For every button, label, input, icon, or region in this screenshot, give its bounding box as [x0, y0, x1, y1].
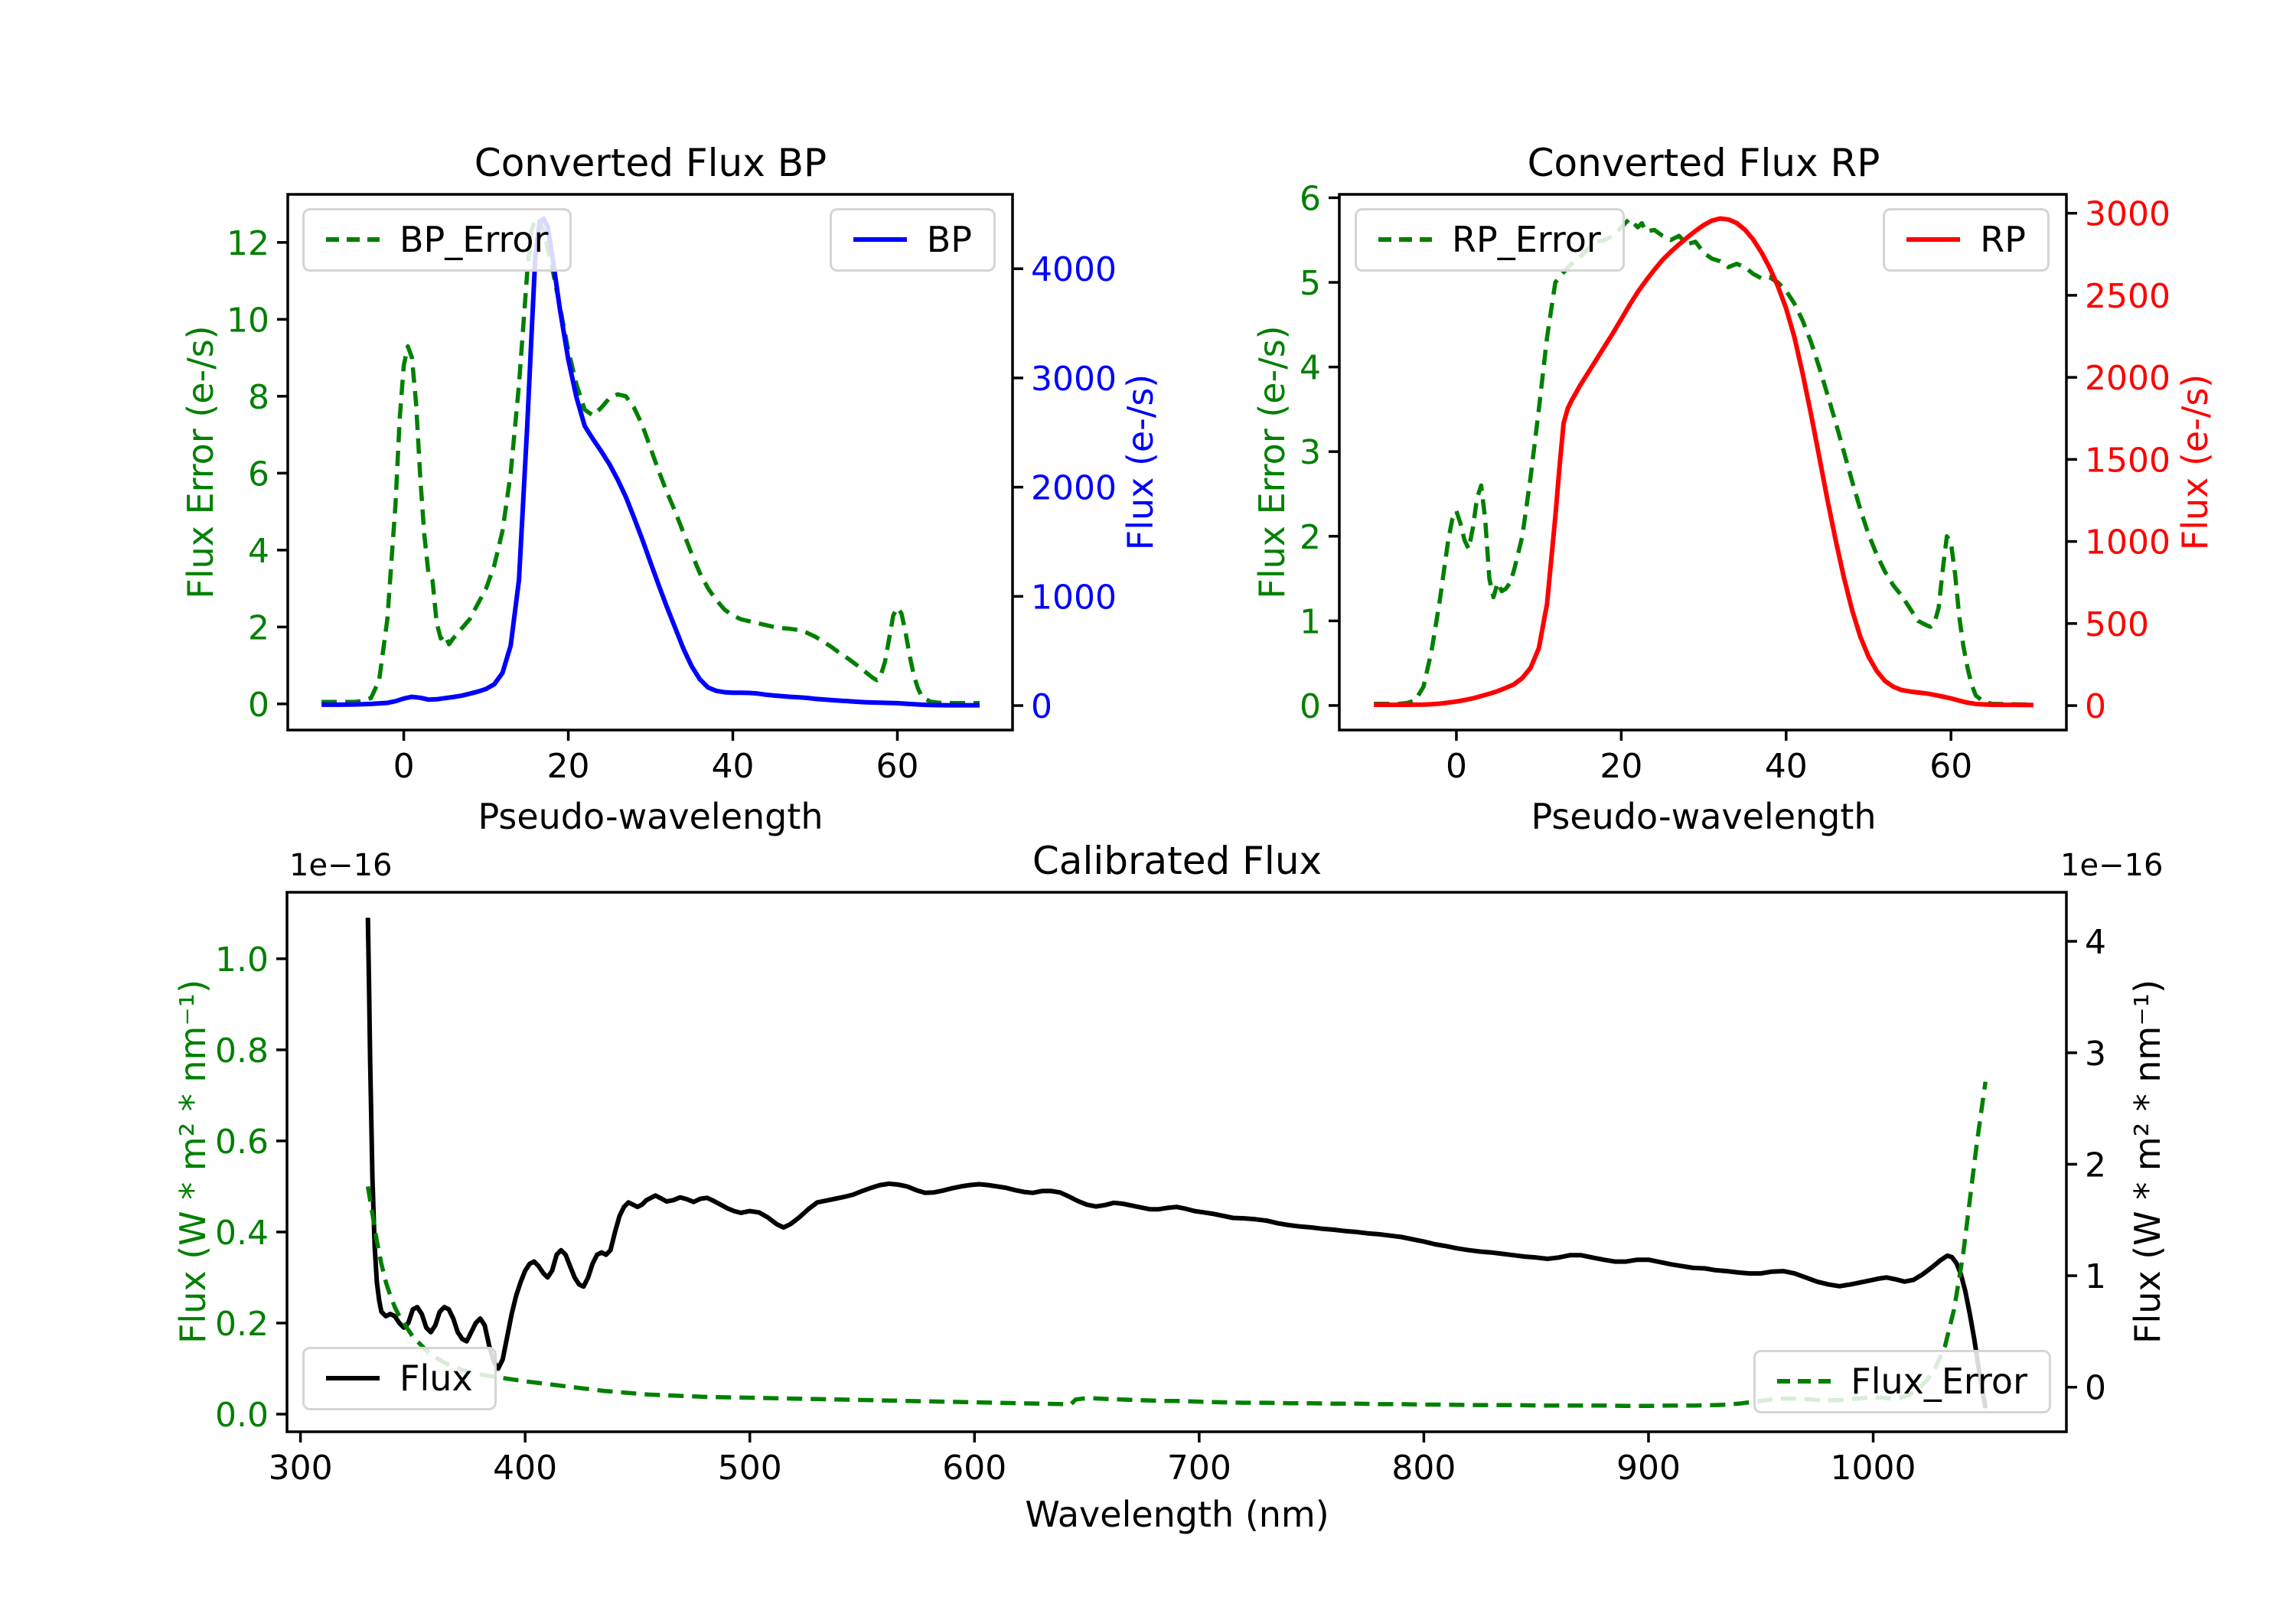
bp-legend: BP [829, 208, 996, 272]
rp-axes-frame [1338, 193, 2068, 732]
bp-x-tick-label: 60 [876, 747, 919, 786]
rp-xlabel: Pseudo-wavelength [1531, 796, 1877, 837]
bp-left-tick-label: 12 [227, 224, 269, 263]
rp-x-tick-label: 40 [1765, 747, 1808, 786]
calibrated-x-tick-label: 600 [942, 1449, 1006, 1488]
bp-title: Converted Flux BP [474, 141, 827, 185]
rp-ylabel-left: Flux Error (e-/s) [1251, 325, 1293, 599]
bp-right-tick-label: 4000 [1031, 250, 1117, 289]
rp-title: Converted Flux RP [1527, 141, 1880, 185]
bp-plot-area: 0 20 40 60 0 2 4 6 8 10 12 0 1000 2000 3000 4000 [227, 193, 1117, 786]
bp-error-legend: BP_Error [302, 208, 572, 272]
calibrated-right-tick-label: 1 [2085, 1257, 2106, 1296]
bp_error-curve [321, 215, 980, 706]
rp-left-tick-label: 4 [1300, 349, 1321, 388]
rp_error-curve [1374, 217, 2033, 707]
calibrated-left-tick-label: 0.4 [215, 1214, 269, 1253]
rp-x-tick-label: 0 [1446, 747, 1467, 786]
bp-right-tick-label: 0 [1031, 687, 1052, 726]
calibrated-title: Calibrated Flux [1032, 839, 1322, 883]
rp-right-tick-label: 2000 [2085, 359, 2170, 398]
bp-ylabel-left: Flux Error (e-/s) [180, 325, 221, 599]
bp-right-tick-label: 2000 [1031, 469, 1117, 508]
rp-ylabel-right: Flux (e-/s) [2174, 373, 2216, 551]
bp-right-tick-label: 1000 [1031, 578, 1117, 617]
rp-right-tick-label: 0 [2085, 687, 2106, 726]
calibrated-left-tick-label: 0.0 [215, 1396, 269, 1435]
rp-right-tick-label: 3000 [2085, 195, 2170, 234]
calibrated-plot-area: 300 400 500 600 700 800 900 1000 0.0 0.2 0.4 0.6 0.8… [215, 891, 2106, 1488]
calibrated-left-tick-label: 0.8 [215, 1032, 269, 1071]
calibrated-right-tick-label: 2 [2085, 1146, 2106, 1185]
bp-left-tick-label: 10 [227, 301, 269, 340]
calibrated-x-tick-label: 400 [493, 1449, 557, 1488]
calibrated-x-tick-label: 1000 [1831, 1449, 1916, 1488]
calibrated-right-tick-label: 4 [2085, 923, 2106, 962]
right-axis-offset-label: 1e−16 [2060, 848, 2164, 883]
rp-left-tick-label: 1 [1300, 602, 1321, 641]
calibrated-x-tick-label: 500 [718, 1449, 782, 1488]
bp-left-tick-label: 0 [248, 686, 269, 725]
rp-error-legend-label: RP_Error [1452, 219, 1601, 260]
rp-left-tick-label: 2 [1300, 518, 1321, 557]
bp-xlabel: Pseudo-wavelength [478, 796, 823, 837]
rp-error-legend: RP_Error [1355, 208, 1625, 272]
calibrated-right-tick-label: 0 [2085, 1369, 2106, 1408]
calibrated-right-tick-label: 3 [2085, 1035, 2106, 1074]
bp-left-tick-label: 6 [248, 455, 269, 494]
rp-legend-label: RP [1980, 219, 2026, 260]
calibrated-xlabel: Wavelength (nm) [1025, 1494, 1329, 1535]
bp-axes-frame [286, 193, 1014, 732]
calibrated-x-tick-label: 900 [1616, 1449, 1681, 1488]
rp-x-tick-label: 20 [1600, 747, 1642, 786]
bp-x-tick-label: 20 [547, 747, 590, 786]
flux-error-legend-line-sample [1777, 1379, 1831, 1384]
calibrated-x-tick-label: 300 [269, 1449, 333, 1488]
rp-right-tick-label: 2500 [2085, 277, 2170, 316]
left-axis-offset-label: 1e−16 [289, 848, 393, 883]
rp-legend-line-sample [1906, 237, 1961, 243]
flux-error-legend-label: Flux_Error [1851, 1361, 2027, 1402]
bp-curve [321, 216, 980, 708]
flux-curve [365, 918, 1988, 1409]
rp-curve [1374, 216, 2033, 708]
rp-left-tick-label: 5 [1300, 264, 1321, 303]
calibrated-x-tick-label: 800 [1391, 1449, 1456, 1488]
calibrated-ylabel-right: Flux (W * m² * nm⁻¹) [2127, 979, 2168, 1345]
bp-right-tick-label: 3000 [1031, 360, 1117, 399]
rp-left-tick-label: 6 [1300, 179, 1321, 218]
calibrated-left-tick-label: 0.6 [215, 1123, 269, 1162]
rp-right-tick-label: 1000 [2085, 523, 2170, 562]
bp-legend-label: BP [926, 219, 972, 260]
flux-error-legend: Flux_Error [1753, 1350, 2051, 1413]
flux-legend-label: Flux [400, 1358, 473, 1399]
flux-legend: Flux [302, 1347, 497, 1410]
bp-left-tick-label: 4 [248, 532, 269, 571]
calibrated-left-tick-label: 0.2 [215, 1305, 269, 1344]
calibrated-axes-frame [285, 891, 2068, 1433]
bp-left-tick-label: 8 [248, 378, 269, 417]
rp-legend: RP [1883, 208, 2050, 272]
rp-error-legend-line-sample [1378, 237, 1432, 243]
rp-left-tick-label: 3 [1300, 433, 1321, 472]
bp-x-tick-label: 0 [393, 747, 415, 786]
bp-x-tick-label: 40 [712, 747, 755, 786]
calibrated-x-tick-label: 700 [1167, 1449, 1231, 1488]
bp-left-tick-label: 2 [248, 608, 269, 647]
flux_error-curve [365, 1081, 1988, 1409]
bp-error-legend-label: BP_Error [400, 219, 549, 260]
rp-x-tick-label: 60 [1929, 747, 1972, 786]
bp-legend-line-sample [853, 237, 907, 243]
calibrated-left-tick-label: 1.0 [215, 940, 269, 980]
calibrated-ylabel-left: Flux (W * m² * nm⁻¹) [172, 979, 214, 1345]
rp-left-tick-label: 0 [1300, 687, 1321, 726]
bp-error-legend-line-sample [326, 237, 380, 243]
rp-right-tick-label: 500 [2085, 605, 2149, 644]
bp-ylabel-right: Flux (e-/s) [1120, 373, 1161, 551]
flux-legend-line-sample [326, 1376, 380, 1381]
rp-right-tick-label: 1500 [2085, 441, 2170, 480]
